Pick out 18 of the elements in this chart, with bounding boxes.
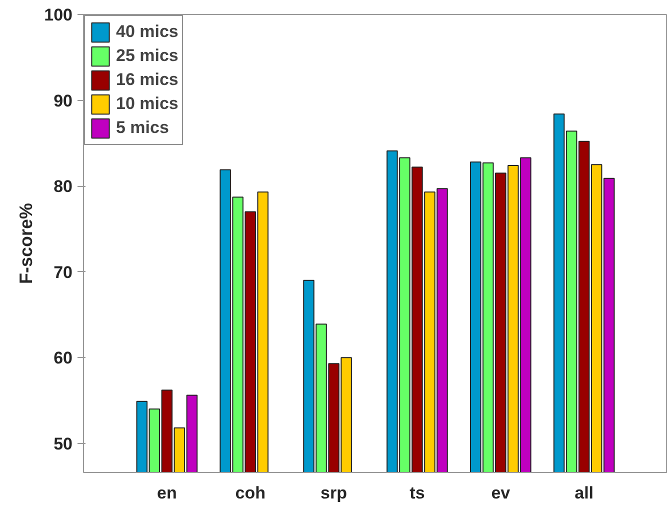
legend-label: 10 mics: [116, 93, 178, 115]
y-tick-label: 60: [54, 348, 73, 368]
legend-label: 25 mics: [116, 45, 178, 67]
y-tick-label: 100: [44, 6, 73, 24]
y-tick-label: 80: [54, 177, 73, 196]
x-tick-label: coh: [235, 484, 266, 502]
legend-label: 5 mics: [116, 117, 169, 139]
y-tick-label: 50: [54, 434, 73, 454]
x-tick-label: en: [157, 484, 177, 502]
x-tick-label: ev: [491, 484, 511, 502]
legend-label: 40 mics: [116, 21, 178, 43]
y-tick-label: 70: [54, 262, 73, 282]
y-tick-label: 90: [54, 91, 73, 110]
x-tick-label: ts: [410, 484, 425, 502]
y-axis-title: F-score%: [16, 202, 36, 284]
legend-label: 16 mics: [116, 69, 178, 91]
x-tick-label: srp: [320, 484, 348, 502]
x-tick-label: all: [574, 484, 594, 502]
